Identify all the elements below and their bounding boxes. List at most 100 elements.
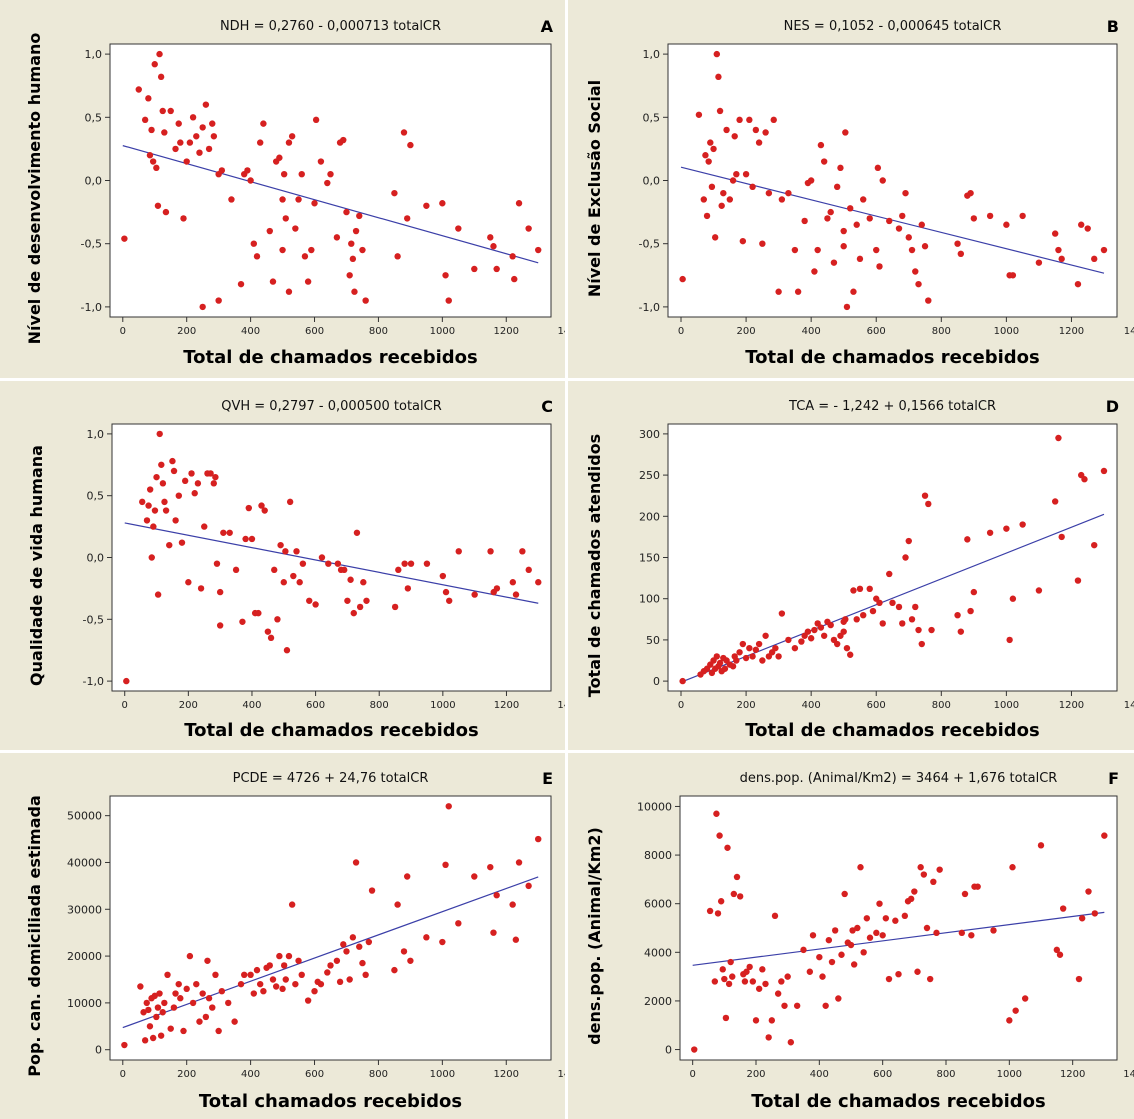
panel-letter: F bbox=[1108, 769, 1119, 788]
data-point bbox=[876, 263, 883, 270]
x-tick-label: 1000 bbox=[994, 700, 1019, 711]
x-tick-label: 400 bbox=[802, 700, 821, 711]
data-point bbox=[161, 129, 168, 136]
data-point bbox=[258, 502, 265, 509]
data-point bbox=[917, 864, 924, 871]
data-point bbox=[840, 628, 847, 635]
data-point bbox=[974, 883, 981, 890]
data-point bbox=[1058, 255, 1065, 263]
data-point bbox=[1003, 221, 1010, 228]
data-point bbox=[185, 579, 192, 586]
data-point bbox=[841, 890, 848, 898]
data-point bbox=[759, 966, 766, 973]
data-point bbox=[439, 572, 447, 580]
data-point bbox=[729, 663, 737, 670]
data-point bbox=[353, 529, 361, 536]
x-tick-label: 1200 bbox=[494, 1069, 519, 1080]
data-point bbox=[835, 995, 842, 1002]
data-point bbox=[791, 246, 799, 254]
data-point bbox=[866, 585, 873, 593]
plot-area bbox=[679, 795, 1118, 1061]
data-point bbox=[205, 145, 213, 153]
x-tick-label: 400 bbox=[241, 1069, 260, 1080]
data-point bbox=[135, 86, 142, 93]
data-point bbox=[340, 136, 347, 144]
data-point bbox=[781, 1002, 788, 1009]
data-point bbox=[515, 200, 523, 207]
data-point bbox=[961, 890, 969, 898]
data-point bbox=[311, 200, 318, 207]
data-point bbox=[244, 167, 251, 174]
data-point bbox=[189, 999, 197, 1007]
data-point bbox=[442, 272, 449, 279]
data-point bbox=[400, 129, 408, 136]
y-axis-label: Nível de desenvolvimento humano bbox=[25, 33, 44, 345]
data-point bbox=[717, 898, 725, 905]
data-point bbox=[838, 951, 845, 958]
data-point bbox=[843, 644, 851, 652]
panel-b: NES = 0,1052 - 0,000645 totalCR B 0 200 400 6… bbox=[568, 0, 1134, 378]
data-point bbox=[143, 517, 151, 524]
data-point bbox=[260, 987, 267, 995]
data-point bbox=[806, 968, 814, 975]
data-point bbox=[1074, 577, 1082, 584]
data-point bbox=[487, 863, 494, 871]
y-tick-label: 200 bbox=[639, 510, 660, 523]
data-point bbox=[256, 139, 264, 146]
data-point bbox=[159, 1009, 166, 1016]
data-point bbox=[153, 1013, 160, 1021]
x-tick-label: 1400 bbox=[1123, 1069, 1134, 1080]
data-point bbox=[312, 116, 320, 124]
y-tick-label: -1,0 bbox=[639, 301, 660, 314]
x-tick-label: 600 bbox=[873, 1069, 892, 1080]
data-point bbox=[351, 288, 358, 295]
data-point bbox=[276, 154, 283, 161]
data-point bbox=[970, 215, 978, 222]
data-point bbox=[791, 644, 799, 652]
data-point bbox=[493, 265, 500, 273]
chart-title: QVH = 0,2797 - 0,000500 totalCR bbox=[221, 399, 442, 414]
y-tick-label: 0,5 bbox=[85, 111, 103, 124]
data-point bbox=[237, 980, 245, 988]
data-point bbox=[327, 962, 334, 969]
data-point bbox=[280, 579, 287, 586]
data-point bbox=[746, 644, 753, 652]
data-point bbox=[759, 657, 766, 664]
data-point bbox=[968, 932, 975, 939]
data-point bbox=[1085, 888, 1092, 895]
data-point bbox=[771, 912, 779, 920]
data-point bbox=[362, 297, 369, 304]
data-point bbox=[446, 597, 453, 604]
x-tick-label: 600 bbox=[306, 700, 325, 711]
data-point bbox=[954, 240, 961, 247]
data-point bbox=[162, 507, 170, 514]
data-point bbox=[819, 973, 826, 980]
x-tick-label: 200 bbox=[737, 700, 756, 711]
data-point bbox=[256, 980, 264, 988]
data-point bbox=[787, 1039, 795, 1046]
plot-area bbox=[111, 423, 552, 692]
x-tick-label: 200 bbox=[177, 1069, 196, 1080]
x-tick-label: 800 bbox=[369, 326, 388, 337]
y-tick-label: 0 bbox=[95, 1044, 102, 1057]
data-point bbox=[905, 234, 912, 241]
y-tick-label: 250 bbox=[639, 469, 660, 482]
data-point bbox=[231, 1018, 238, 1025]
data-point bbox=[267, 634, 275, 642]
data-point bbox=[493, 585, 501, 592]
data-point bbox=[911, 888, 918, 895]
data-point bbox=[847, 941, 855, 949]
data-point bbox=[873, 929, 880, 937]
data-point bbox=[713, 50, 721, 58]
data-point bbox=[201, 523, 208, 530]
data-point bbox=[731, 133, 738, 140]
data-point bbox=[860, 949, 867, 956]
data-point bbox=[362, 971, 369, 979]
data-point bbox=[276, 952, 283, 960]
data-point bbox=[292, 225, 299, 232]
data-point bbox=[755, 640, 763, 648]
data-point bbox=[183, 158, 190, 165]
data-point bbox=[394, 253, 401, 260]
data-point bbox=[407, 141, 414, 149]
